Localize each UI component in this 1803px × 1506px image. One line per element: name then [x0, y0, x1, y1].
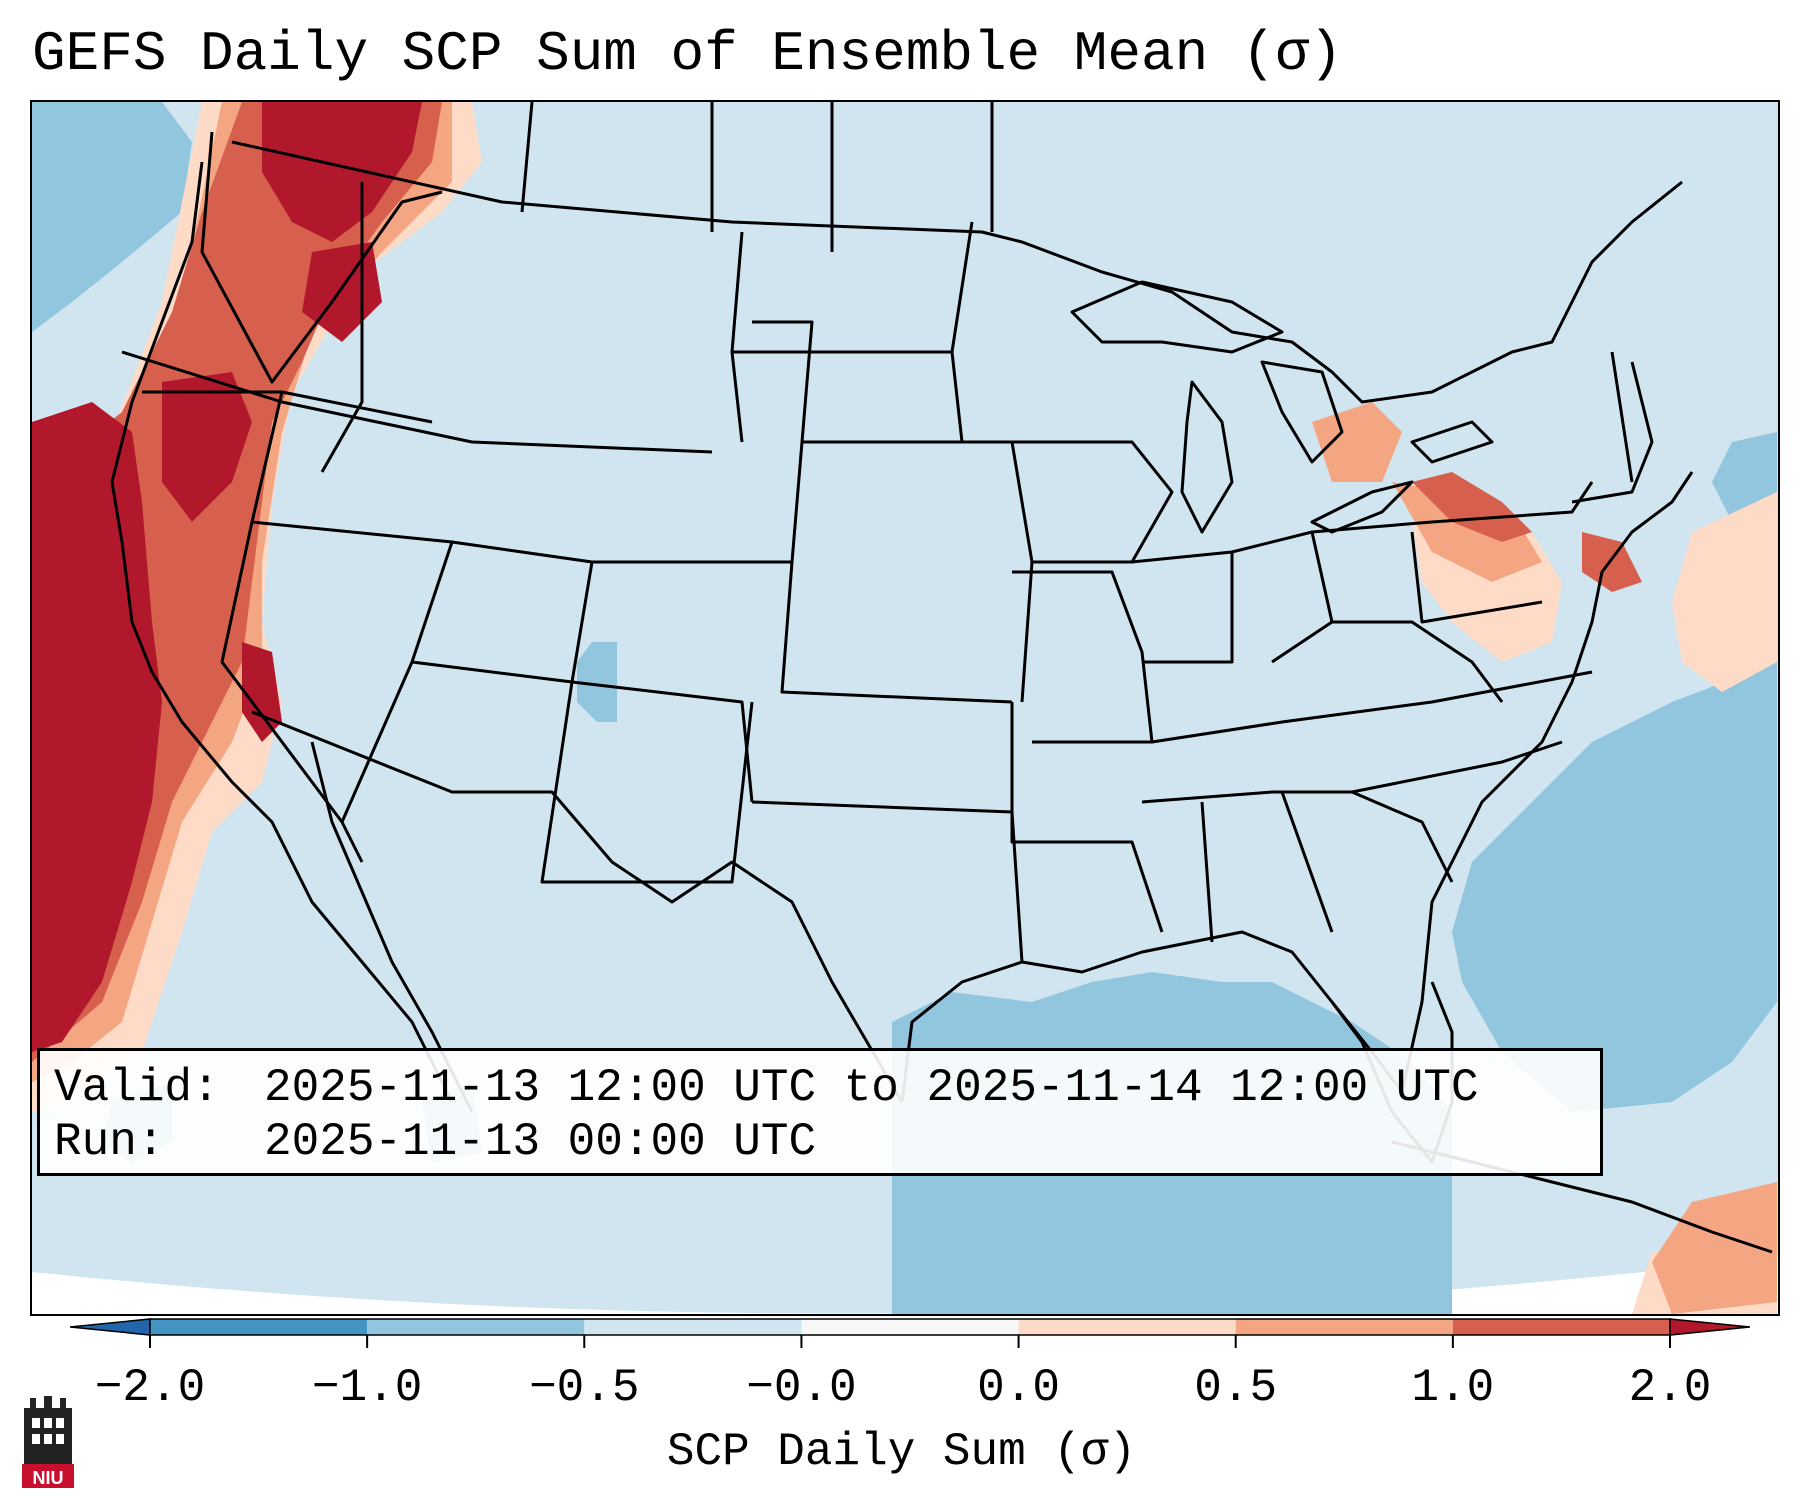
- us-canada-border: [231, 140, 1683, 404]
- map-canvas: [32, 102, 1778, 1314]
- colorbar-cell: [1018, 1319, 1236, 1335]
- positive-anomaly-max: [32, 102, 422, 1052]
- boundaries: [110, 102, 1773, 1254]
- lake-ontario: [1410, 420, 1494, 464]
- valid-label: Valid:: [54, 1062, 220, 1114]
- great-lakes-mid: [1312, 402, 1402, 482]
- colorbar-cell: [584, 1319, 802, 1335]
- colorbar-tick-label: −0.0: [746, 1362, 857, 1414]
- california-max: [32, 402, 162, 1052]
- carib-mid: [1652, 1182, 1777, 1314]
- nj-strong: [1582, 532, 1642, 592]
- colorbar-extend-min: [70, 1318, 151, 1336]
- atlantic-low: [1452, 662, 1777, 1112]
- colorbar-tick-label: 0.5: [1194, 1362, 1278, 1414]
- colorbar-tick-label: 2.0: [1628, 1362, 1712, 1414]
- baja: [310, 741, 474, 1113]
- ny-strong: [1412, 472, 1532, 542]
- info-box: Valid: 2025-11-13 12:00 UTC to 2025-11-14…: [37, 1048, 1603, 1176]
- colorbar-cell: [150, 1319, 368, 1335]
- colorbar-cell: [367, 1319, 585, 1335]
- east-coast: [1400, 471, 1694, 1093]
- niu-logo: NIU: [22, 1396, 74, 1488]
- colorbar: [70, 1318, 1750, 1348]
- map-panel: [30, 100, 1780, 1316]
- run-label: Run:: [54, 1116, 165, 1168]
- mexico-border: [251, 710, 904, 1103]
- positive-anomaly-strong: [32, 102, 1642, 1062]
- colorbar-label: SCP Daily Sum (σ): [666, 1426, 1137, 1478]
- atlantic-light: [1672, 492, 1777, 692]
- lake-superior: [1070, 280, 1284, 354]
- oregon-max: [162, 372, 252, 522]
- colorbar-tick-label: 1.0: [1411, 1362, 1495, 1414]
- colorbar-tick-label: −2.0: [94, 1362, 206, 1414]
- colorbar-cell: [1452, 1319, 1670, 1335]
- colorbar-tick-label: 0.0: [977, 1362, 1060, 1414]
- chart-title: GEFS Daily SCP Sum of Ensemble Mean (σ): [32, 22, 1343, 86]
- colorbar-tick-label: −0.5: [529, 1362, 640, 1414]
- nevada-max: [242, 642, 282, 742]
- colorbar-cell: [801, 1319, 1019, 1335]
- atlantic-low-north: [1712, 432, 1777, 522]
- colorbar-tick-label: −1.0: [311, 1362, 423, 1414]
- northeast-mid: [1392, 482, 1542, 582]
- lake-michigan: [1180, 380, 1234, 534]
- lake-erie: [1310, 480, 1414, 534]
- run-value: 2025-11-13 00:00 UTC: [264, 1116, 817, 1168]
- logo-text: NIU: [33, 1468, 64, 1488]
- pnw-max: [262, 102, 422, 242]
- lake-huron: [1260, 360, 1344, 464]
- colorbar-extend-max: [1669, 1318, 1750, 1336]
- west-coast: [110, 161, 454, 1103]
- pacific-nw-low: [32, 102, 192, 332]
- colorado-low: [577, 642, 617, 722]
- valid-value: 2025-11-13 12:00 UTC to 2025-11-14 12:00…: [264, 1062, 1479, 1114]
- colorbar-cell: [1235, 1319, 1453, 1335]
